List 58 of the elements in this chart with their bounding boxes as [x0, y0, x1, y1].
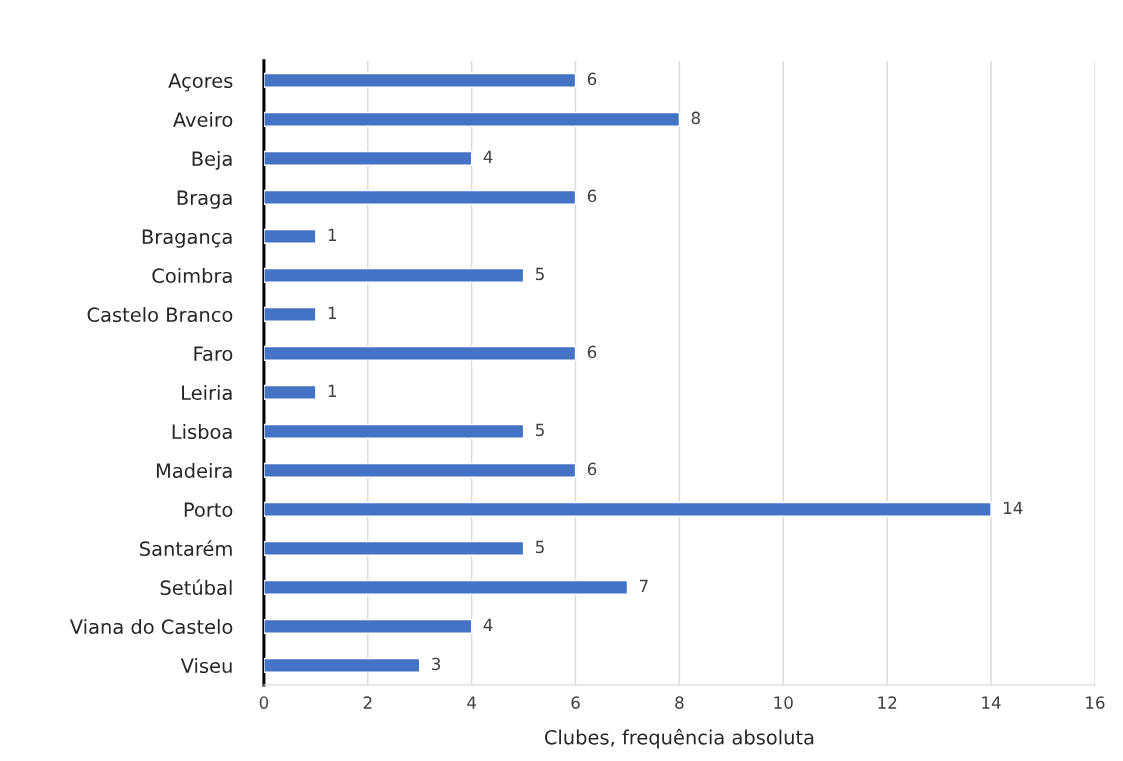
bar: [263, 306, 317, 322]
x-axis-title: Clubes, frequência absoluta: [544, 728, 814, 749]
x-tick-label: 16: [1086, 696, 1105, 709]
x-tick-label: 12: [878, 696, 897, 709]
bar: [263, 111, 681, 127]
data-label: 7: [639, 579, 648, 592]
bar: [263, 150, 473, 166]
x-tick-label: 10: [774, 696, 793, 709]
y-tick-label: Aveiro: [173, 111, 233, 128]
bar: [263, 384, 317, 400]
y-tick-label: Bragança: [142, 229, 232, 248]
data-label: 8: [691, 111, 700, 125]
data-label: 4: [483, 150, 493, 163]
bar: [263, 228, 317, 244]
bar: [263, 462, 577, 478]
data-label: 1: [328, 306, 337, 319]
x-tick-label: 2: [363, 696, 372, 709]
data-label: 6: [587, 345, 597, 359]
bar: [263, 345, 577, 361]
x-tick-label: 0: [259, 696, 269, 709]
bar: [263, 501, 992, 517]
y-tick-label: Santarém: [140, 540, 232, 557]
bar: [263, 189, 577, 205]
bar: [263, 657, 421, 673]
y-tick-label: Castelo Branco: [87, 307, 233, 323]
bar: [263, 618, 473, 634]
data-label: 5: [536, 267, 544, 281]
y-tick-label: Coimbra: [152, 268, 232, 284]
x-tick-label: 6: [571, 696, 580, 709]
y-tick-label: Lisboa: [172, 424, 232, 440]
x-tick-label: 14: [982, 696, 1001, 709]
data-label: 6: [587, 462, 597, 476]
data-label: 6: [587, 72, 597, 86]
y-tick-label: Beja: [192, 151, 232, 170]
y-tick-label: Viseu: [180, 658, 232, 674]
data-label: 5: [536, 423, 544, 437]
data-label: 14: [1003, 501, 1023, 514]
y-tick-label: Porto: [184, 502, 233, 518]
y-tick-label: Faro: [194, 346, 233, 362]
data-label: 5: [536, 540, 544, 554]
data-label: 1: [328, 384, 337, 397]
bar: [263, 72, 577, 88]
x-tick-label: 4: [467, 696, 477, 709]
y-tick-label: Madeira: [156, 463, 232, 479]
data-label: 4: [483, 618, 493, 631]
data-label: 1: [328, 228, 337, 241]
bar: [263, 579, 629, 595]
y-tick-label: Braga: [177, 190, 232, 209]
bar: [263, 423, 525, 439]
y-tick-label: Setúbal: [160, 579, 232, 596]
y-tick-label: Viana do Castelo: [69, 619, 233, 635]
bar: [263, 267, 525, 283]
y-tick-label: Açores: [168, 73, 233, 92]
data-label: 6: [587, 189, 597, 203]
y-tick-label: Leiria: [182, 385, 232, 401]
data-label: 3: [432, 657, 441, 671]
x-tick-label: 8: [675, 696, 684, 709]
bar: [263, 540, 525, 556]
